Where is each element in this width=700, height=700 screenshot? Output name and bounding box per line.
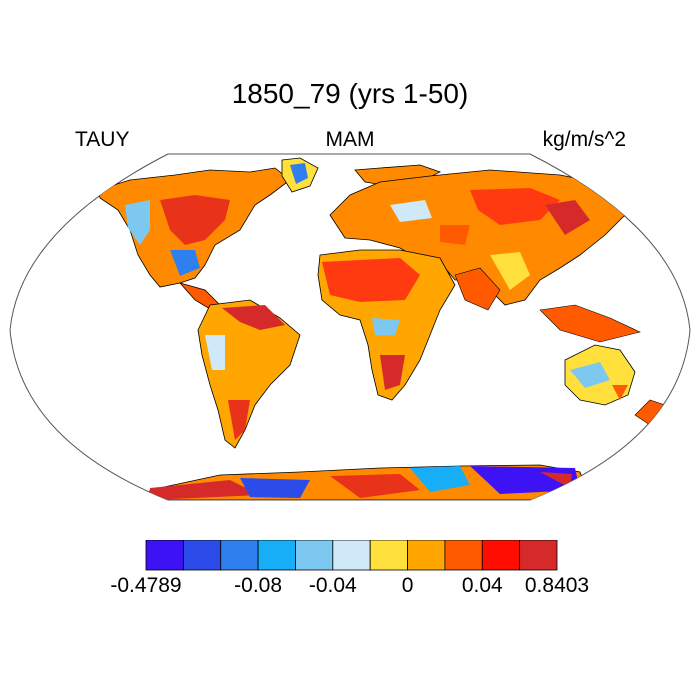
colorbar-swatch (332, 540, 371, 571)
colorbar-swatch (145, 540, 184, 571)
colorbar-tick-label: -0.4789 (110, 574, 182, 597)
colorbar-swatch (519, 540, 558, 571)
colorbar-tick-label: 0 (401, 574, 414, 597)
colorbar-swatch (407, 540, 446, 571)
continents (97, 157, 666, 500)
colorbar-swatch (295, 540, 334, 571)
colorbar-tick-label: 0.8403 (524, 574, 590, 597)
colorbar (145, 540, 558, 571)
variable-label: TAUY (75, 128, 130, 151)
se-asia (539, 304, 641, 343)
map-title: 1850_79 (yrs 1-50) (231, 78, 469, 109)
season-label: MAM (325, 128, 375, 151)
colorbar-swatch (444, 540, 483, 571)
colorbar-swatch (220, 540, 259, 571)
units-label: kg/m/s^2 (542, 128, 626, 151)
colorbar-tick-label: 0.04 (461, 574, 503, 597)
colorbar-swatch (257, 540, 296, 571)
colorbar-swatch (182, 540, 222, 571)
colorbar-tick-label: -0.08 (234, 574, 283, 597)
colorbar-swatch (369, 540, 408, 571)
colorbar-swatch (481, 540, 521, 571)
colorbar-tick-label: -0.04 (308, 574, 357, 597)
